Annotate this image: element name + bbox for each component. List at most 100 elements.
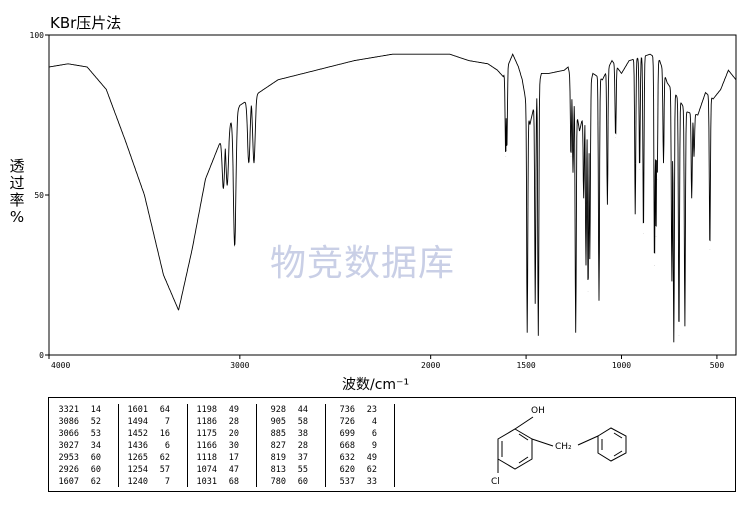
peak-transmittance: 6 <box>164 441 170 451</box>
peak-table-row: 1254 57 <box>118 464 187 476</box>
peak-wavenumber: 780 <box>270 477 286 487</box>
peak-wavenumber: 2953 <box>58 453 79 463</box>
peak-wavenumber: 1254 <box>127 465 148 475</box>
peak-table-row: 1074 47 <box>187 464 256 476</box>
axis-ticks <box>45 34 718 359</box>
peak-wavenumber: 1166 <box>196 441 217 451</box>
peak-wavenumber: 1494 <box>127 417 148 427</box>
x-tick-label: 3000 <box>230 361 249 370</box>
peak-table-row: 699 6 <box>325 428 394 440</box>
peak-table-row: 3066 53 <box>49 428 118 440</box>
peak-table-row: 2926 60 <box>49 464 118 476</box>
y-axis-label-char: 过 <box>9 174 25 192</box>
peak-transmittance: 57 <box>159 465 170 475</box>
spectrum-line <box>48 53 737 343</box>
peak-wavenumber: 1452 <box>127 429 148 439</box>
peak-table-row: 736 23 <box>325 404 394 416</box>
peak-wavenumber: 1240 <box>127 477 148 487</box>
peak-transmittance: 37 <box>297 453 308 463</box>
peak-table-row: 928 44 <box>256 404 325 416</box>
phenol-ring <box>497 428 533 470</box>
y-axis-label-char: 率 <box>9 191 25 209</box>
x-axis-label: 波数/cm⁻¹ <box>342 377 410 393</box>
y-axis-label: 透 过 率 % <box>6 158 28 226</box>
peak-table-row: 620 62 <box>325 464 394 476</box>
x-tick-label: 1000 <box>612 361 631 370</box>
peak-wavenumber: 1031 <box>196 477 217 487</box>
peak-wavenumber: 537 <box>339 477 355 487</box>
peak-wavenumber: 620 <box>339 465 355 475</box>
peak-table-row: 780 60 <box>256 476 325 488</box>
peak-table-row: 1166 30 <box>187 440 256 452</box>
peak-table-column: 1198 49 1186 28 1175 20 1166 30 1118 17 1074 47 1031… <box>187 404 257 487</box>
peak-table-column: 736 23 726 4 699 6 668 9 632 49 620 62 537 33 <box>325 404 395 487</box>
peak-wavenumber: 1186 <box>196 417 217 427</box>
peak-wavenumber: 726 <box>339 417 355 427</box>
peak-table-row: 905 58 <box>256 416 325 428</box>
peak-table-column: 928 44 905 58 885 38 827 28 819 37 813 55 780 60 <box>256 404 326 487</box>
peak-wavenumber: 1607 <box>58 477 79 487</box>
peak-table-row: 1175 20 <box>187 428 256 440</box>
x-tick-label: 2000 <box>421 361 440 370</box>
peak-wavenumber: 3086 <box>58 417 79 427</box>
peak-table-row: 1601 64 <box>118 404 187 416</box>
plot-frame <box>48 34 737 356</box>
peak-table-row: 1607 62 <box>49 476 118 488</box>
ir-spectrum-chart: 4000 3000 2000 1500 1000 500 0 50 100 <box>30 31 737 370</box>
peak-table-row: 3321 14 <box>49 404 118 416</box>
peak-wavenumber: 827 <box>270 441 286 451</box>
peak-table-row: 1198 49 <box>187 404 256 416</box>
peak-wavenumber: 1265 <box>127 453 148 463</box>
peak-transmittance: 30 <box>228 441 239 451</box>
peak-table-row: 1436 6 <box>118 440 187 452</box>
peak-transmittance: 16 <box>159 429 170 439</box>
peak-transmittance: 38 <box>297 429 308 439</box>
y-tick-label: 0 <box>39 351 44 360</box>
peak-transmittance: 53 <box>90 429 101 439</box>
peak-transmittance: 52 <box>90 417 101 427</box>
peak-wavenumber: 3321 <box>58 405 79 415</box>
peak-transmittance: 55 <box>297 465 308 475</box>
peak-wavenumber: 928 <box>270 405 286 415</box>
peak-transmittance: 58 <box>297 417 308 427</box>
peak-transmittance: 20 <box>228 429 239 439</box>
peak-transmittance: 7 <box>164 417 170 427</box>
peak-table-column: 1601 64 1494 7 1452 16 1436 6 1265 62 1254 57 1240 7 <box>118 404 188 487</box>
peak-table-column: 3321 14 3086 52 3066 53 3027 34 2953 60 2926 60 1607… <box>49 404 119 487</box>
peak-wavenumber: 668 <box>339 441 355 451</box>
peak-wavenumber: 3066 <box>58 429 79 439</box>
peak-wavenumber: 1175 <box>196 429 217 439</box>
peak-transmittance: 62 <box>159 453 170 463</box>
peak-transmittance: 28 <box>228 417 239 427</box>
peak-transmittance: 34 <box>90 441 101 451</box>
peak-transmittance: 49 <box>366 453 377 463</box>
structure-panel: OH CH₂ Cl <box>395 397 736 492</box>
peak-wavenumber: 813 <box>270 465 286 475</box>
peak-wavenumber: 905 <box>270 417 286 427</box>
oh-label: OH <box>531 406 545 416</box>
peak-wavenumber: 736 <box>339 405 355 415</box>
y-axis-label-char: % <box>9 208 25 226</box>
peak-wavenumber: 1601 <box>127 405 148 415</box>
peak-transmittance: 17 <box>228 453 239 463</box>
ch2-label: CH₂ <box>555 442 572 452</box>
peak-table-row: 632 49 <box>325 452 394 464</box>
oh-bond <box>514 416 534 430</box>
peak-table-row: 827 28 <box>256 440 325 452</box>
peak-transmittance: 7 <box>164 477 170 487</box>
peak-table-row: 1186 28 <box>187 416 256 428</box>
peak-wavenumber: 885 <box>270 429 286 439</box>
y-axis-label-char: 透 <box>9 157 25 175</box>
peak-table-row: 1265 62 <box>118 452 187 464</box>
spectrum-curve <box>48 53 737 343</box>
peak-table-row: 1494 7 <box>118 416 187 428</box>
peak-transmittance: 14 <box>90 405 101 415</box>
y-tick-label: 50 <box>34 191 44 200</box>
peak-transmittance: 33 <box>366 477 377 487</box>
peak-table-row: 819 37 <box>256 452 325 464</box>
peak-transmittance: 62 <box>90 477 101 487</box>
phenyl-ring <box>597 427 627 462</box>
x-tick-label: 4000 <box>51 361 70 370</box>
chart-title: KBr压片法 <box>50 14 122 32</box>
ch2-bond-left <box>531 438 554 447</box>
